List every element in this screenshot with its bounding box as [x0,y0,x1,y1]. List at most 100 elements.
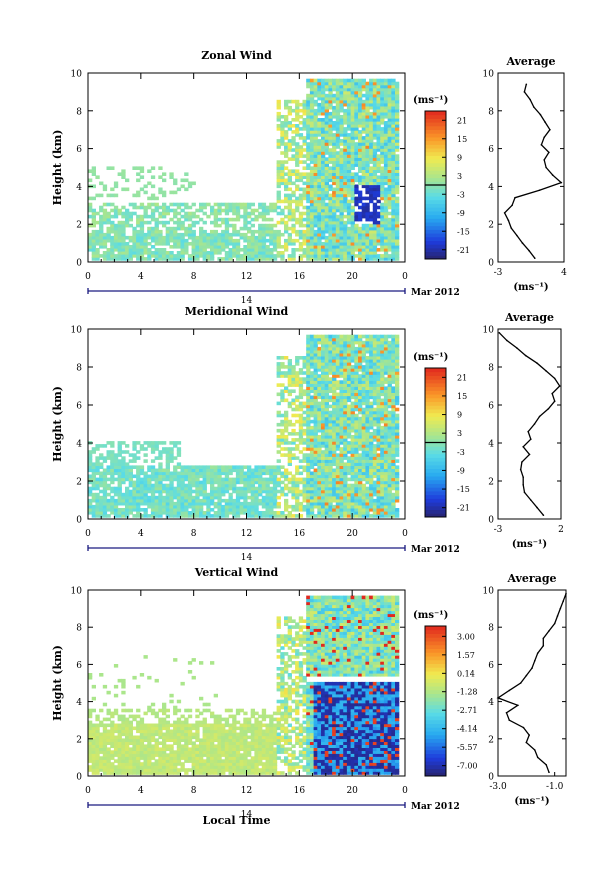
heatmap-cell [369,193,374,198]
heatmap-cell [228,498,233,503]
heatmap-cell [158,238,163,243]
heatmap-cell [383,78,389,83]
heatmap-cell [113,193,119,198]
heatmap-cell [361,254,366,258]
heatmap-cell [328,229,333,234]
heatmap-cell [102,468,108,473]
heatmap-cell [391,211,396,216]
heatmap-cell [350,111,355,116]
heatmap-cell [369,148,374,152]
heatmap-cell [335,232,341,237]
heatmap-cell [136,508,141,512]
heatmap-cell [309,395,315,400]
heatmap-cell [302,229,307,234]
heatmap-cell [117,235,122,240]
heatmap-cell [261,514,267,518]
heatmap-cell [102,514,108,518]
heatmap-cell [125,504,130,509]
heatmap-cell [358,508,363,512]
heatmap-cell [328,486,333,491]
heatmap-cell [376,371,381,375]
heatmap-cell [199,480,204,485]
heatmap-cell [395,242,400,246]
heatmap-cell [213,208,218,213]
heatmap-cell [395,105,400,110]
heatmap-cell [239,477,244,482]
heatmap-cell [383,468,389,473]
heatmap-cell [91,257,96,261]
heatmap-cell [321,432,326,436]
heatmap-cell [317,151,322,155]
heatmap-cell [335,87,341,92]
heatmap-cell [332,398,337,403]
heatmap-cell [295,127,300,131]
heatmap-cell [306,459,311,463]
heatmap-cell [265,205,270,210]
heatmap-cell [321,99,326,104]
heatmap-cell [372,410,378,415]
heatmap-cell [139,498,145,503]
heatmap-cell [369,121,374,125]
heatmap-cell [358,365,363,369]
heatmap-cell [113,254,119,258]
heatmap-cell [158,450,163,454]
heatmap-cell [284,371,289,375]
heatmap-cell [154,196,159,201]
heatmap-cell [147,220,152,225]
heatmap-cell [354,486,359,491]
heatmap-cell [280,383,285,387]
heatmap-cell [309,245,315,249]
heatmap-cell [380,175,385,179]
heatmap-cell [221,492,226,497]
heatmap-cell [136,217,141,222]
heatmap-cell [313,483,318,488]
heatmap-cell [309,211,315,216]
heatmap-cell [380,398,385,403]
heatmap-cell [287,359,292,363]
heatmap-cell [387,395,392,400]
heatmap-cell [195,508,200,512]
heatmap-cell [247,489,252,494]
heatmap-cell [247,202,252,207]
heatmap-cell [317,483,322,488]
heatmap-cell [102,208,108,213]
heatmap-cell [173,477,178,482]
heatmap-cell [128,477,133,482]
heatmap-cell [395,495,400,500]
heatmap-cell [369,187,374,192]
heatmap-cell [162,235,167,240]
heatmap-cell [354,404,359,409]
heatmap-cell [306,386,311,390]
heatmap-cell [328,489,333,494]
heatmap-cell [369,432,374,436]
heatmap-cell [350,172,355,176]
heatmap-cell [287,392,292,397]
heatmap-cell [243,492,248,497]
heatmap-cell [232,245,237,249]
heatmap-cell [343,118,348,122]
heatmap-cell [361,169,366,173]
heatmap-cell [343,383,348,387]
heatmap-cell [317,78,322,83]
heatmap-cell [276,441,281,445]
heatmap-cell [117,453,122,457]
heatmap-cell [165,486,170,491]
heatmap-cell [346,151,352,155]
heatmap-cell [136,471,141,476]
heatmap-cell [383,404,389,409]
heatmap-cell [243,504,248,509]
heatmap-cell [332,178,337,183]
heatmap-cell [199,242,204,246]
heatmap-cell [195,498,200,503]
heatmap-cell [213,217,218,222]
heatmap-cell [132,226,137,231]
heatmap-cell [147,229,152,234]
heatmap-cell [191,211,196,216]
heatmap-cell [239,489,244,494]
heatmap-cell [369,477,374,482]
heatmap-cell [324,118,329,122]
heatmap-cell [361,508,366,512]
heatmap-cell [335,115,341,119]
heatmap-cell [243,211,248,216]
heatmap-cell [221,504,226,509]
